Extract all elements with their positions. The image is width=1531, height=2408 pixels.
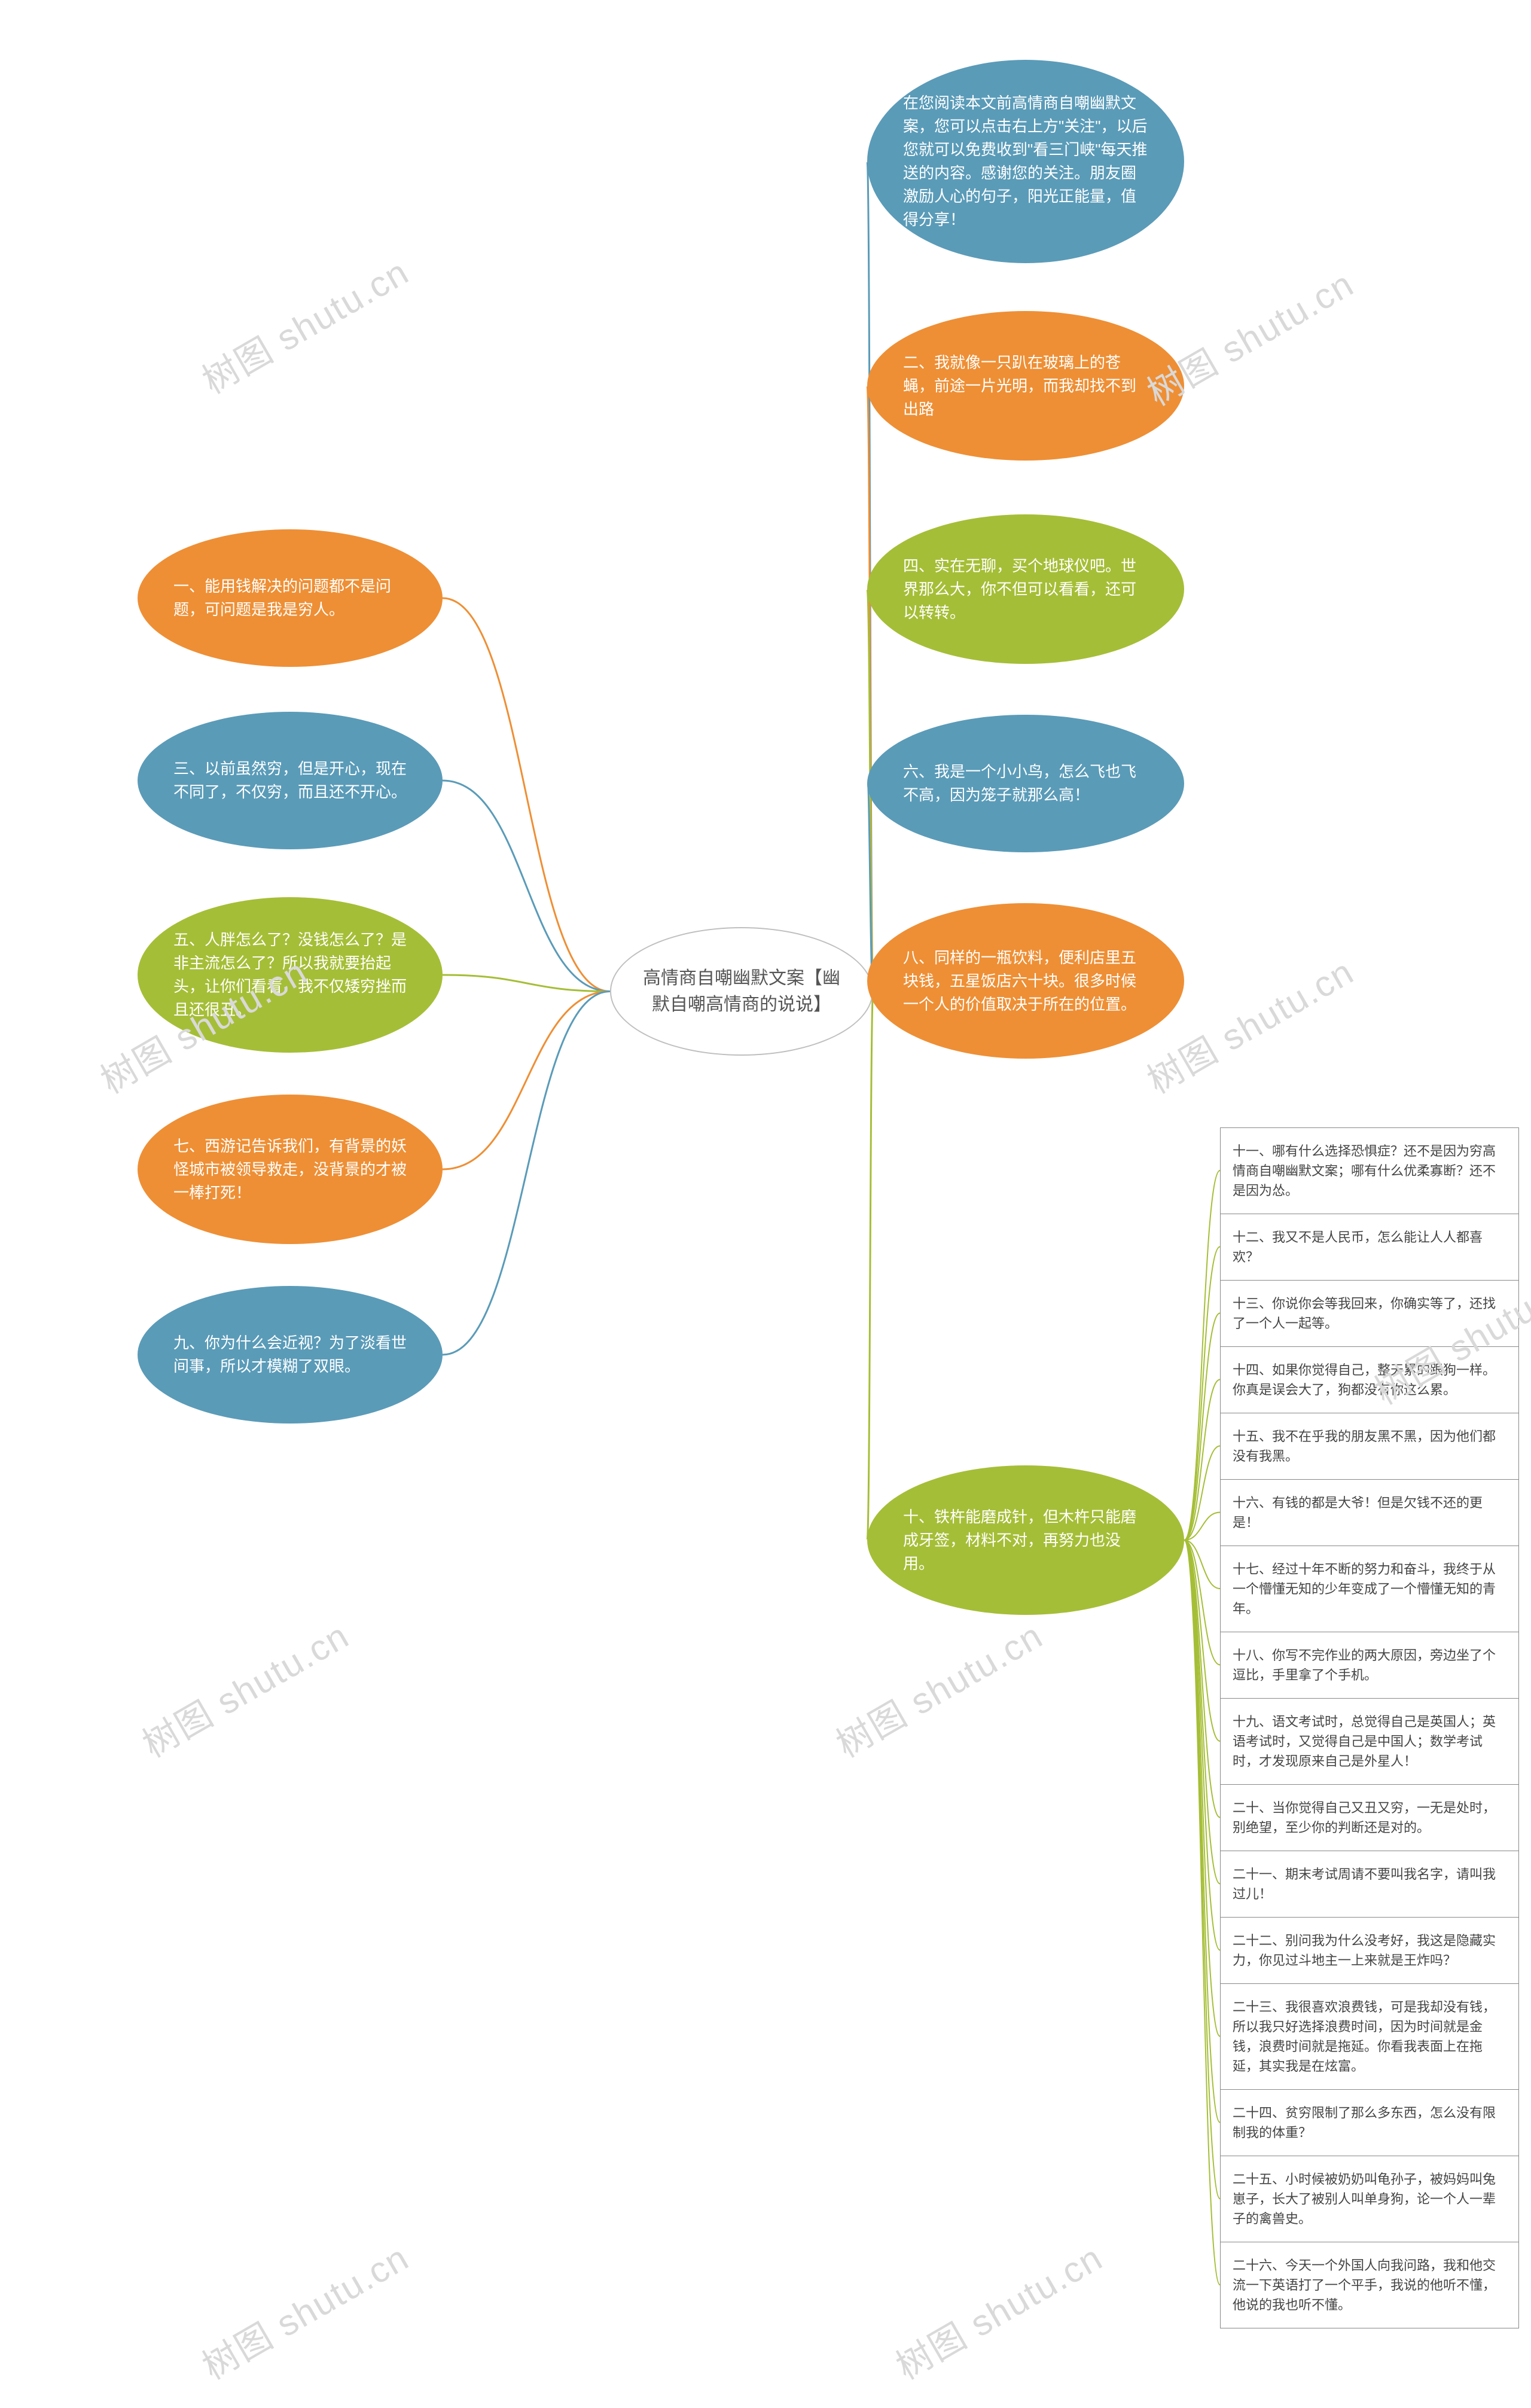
right-node-text-R0: 在您阅读本文前高情商自嘲幽默文案，您可以点击右上方"关注"，以后您就可以免费收到… — [903, 92, 1148, 231]
detail-list-item: 十八、你写不完作业的两大原因，旁边坐了个逗比，手里拿了个手机。 — [1221, 1632, 1518, 1699]
detail-list-item: 二十六、今天一个外国人向我问路，我和他交流一下英语打了一个平手，我说的他听不懂，… — [1221, 2242, 1518, 2328]
diagram-canvas: 高情商自嘲幽默文案【幽默自嘲高情商的说说】 十一、哪有什么选择恐惧症？还不是因为… — [0, 0, 1531, 2408]
left-node-text-L9: 九、你为什么会近视？为了淡看世间事，所以才模糊了双眼。 — [173, 1331, 407, 1378]
right-node-text-R2: 二、我就像一只趴在玻璃上的苍蝇，前途一片光明，而我却找不到出路 — [903, 351, 1148, 421]
left-node-text-L3: 三、以前虽然穷，但是开心，现在不同了，不仅穷，而且还不开心。 — [173, 757, 407, 804]
detail-list-item: 十五、我不在乎我的朋友黑不黑，因为他们都没有我黑。 — [1221, 1413, 1518, 1480]
watermark: 树图 shutu.cn — [885, 2229, 1111, 2389]
watermark: 树图 shutu.cn — [825, 1607, 1051, 1767]
detail-list-item: 二十二、别问我为什么没考好，我这是隐藏实力，你见过斗地主一上来就是王炸吗？ — [1221, 1918, 1518, 1984]
detail-list-item: 十二、我又不是人民币，怎么能让人人都喜欢？ — [1221, 1214, 1518, 1281]
detail-list-item: 十七、经过十年不断的努力和奋斗，我终于从一个懵懂无知的少年变成了一个懵懂无知的青… — [1221, 1546, 1518, 1632]
right-node-text-R4: 四、实在无聊，买个地球仪吧。世界那么大，你不但可以看看，还可以转转。 — [903, 554, 1148, 624]
right-node-R10: 十、铁杵能磨成针，但木杵只能磨成牙签，材料不对，再努力也没用。 — [867, 1465, 1184, 1615]
detail-list-item: 十六、有钱的都是大爷！但是欠钱不还的更是！ — [1221, 1480, 1518, 1546]
right-node-R0: 在您阅读本文前高情商自嘲幽默文案，您可以点击右上方"关注"，以后您就可以免费收到… — [867, 60, 1184, 263]
detail-list-item: 十四、如果你觉得自己，整天累的跟狗一样。你真是误会大了，狗都没有你这么累。 — [1221, 1347, 1518, 1413]
right-node-R2: 二、我就像一只趴在玻璃上的苍蝇，前途一片光明，而我却找不到出路 — [867, 311, 1184, 461]
right-node-text-R10: 十、铁杵能磨成针，但木杵只能磨成牙签，材料不对，再努力也没用。 — [903, 1505, 1148, 1575]
left-node-L7: 七、西游记告诉我们，有背景的妖怪城市被领导救走，没背景的才被一棒打死！ — [138, 1095, 443, 1244]
left-node-L5: 五、人胖怎么了？没钱怎么了？是非主流怎么了？所以我就要抬起头，让你们看看，我不仅… — [138, 897, 443, 1053]
detail-list-item: 十一、哪有什么选择恐惧症？还不是因为穷高情商自嘲幽默文案；哪有什么优柔寡断？还不… — [1221, 1128, 1518, 1214]
detail-list-item: 二十、当你觉得自己又丑又穷，一无是处时，别绝望，至少你的判断还是对的。 — [1221, 1785, 1518, 1851]
right-node-text-R6: 六、我是一个小小鸟，怎么飞也飞不高，因为笼子就那么高！ — [903, 760, 1148, 807]
detail-list-item: 十九、语文考试时，总觉得自己是英国人；英语考试时，又觉得自己是中国人；数学考试时… — [1221, 1699, 1518, 1785]
detail-list-item: 二十三、我很喜欢浪费钱，可是我却没有钱，所以我只好选择浪费时间，因为时间就是金钱… — [1221, 1984, 1518, 2090]
left-node-L9: 九、你为什么会近视？为了淡看世间事，所以才模糊了双眼。 — [138, 1286, 443, 1424]
right-node-R6: 六、我是一个小小鸟，怎么飞也飞不高，因为笼子就那么高！ — [867, 715, 1184, 852]
detail-list-item: 二十四、贫穷限制了那么多东西，怎么没有限制我的体重？ — [1221, 2090, 1518, 2156]
detail-list: 十一、哪有什么选择恐惧症？还不是因为穷高情商自嘲幽默文案；哪有什么优柔寡断？还不… — [1220, 1127, 1519, 2328]
left-node-L3: 三、以前虽然穷，但是开心，现在不同了，不仅穷，而且还不开心。 — [138, 712, 443, 849]
right-node-text-R8: 八、同样的一瓶饮料，便利店里五块钱，五星饭店六十块。很多时候一个人的价值取决于所… — [903, 946, 1148, 1016]
right-node-R4: 四、实在无聊，买个地球仪吧。世界那么大，你不但可以看看，还可以转转。 — [867, 514, 1184, 664]
center-node: 高情商自嘲幽默文案【幽默自嘲高情商的说说】 — [610, 927, 873, 1056]
left-node-text-L5: 五、人胖怎么了？没钱怎么了？是非主流怎么了？所以我就要抬起头，让你们看看，我不仅… — [173, 928, 407, 1022]
detail-list-item: 十三、你说你会等我回来，你确实等了，还找了一个人一起等。 — [1221, 1281, 1518, 1347]
right-node-R8: 八、同样的一瓶饮料，便利店里五块钱，五星饭店六十块。很多时候一个人的价值取决于所… — [867, 903, 1184, 1059]
detail-list-item: 二十一、期末考试周请不要叫我名字，请叫我过儿！ — [1221, 1851, 1518, 1918]
left-node-text-L7: 七、西游记告诉我们，有背景的妖怪城市被领导救走，没背景的才被一棒打死！ — [173, 1135, 407, 1205]
watermark: 树图 shutu.cn — [132, 1607, 357, 1767]
watermark: 树图 shutu.cn — [191, 2229, 417, 2389]
watermark: 树图 shutu.cn — [191, 243, 417, 404]
left-node-L1: 一、能用钱解决的问题都不是问题，可问题是我是穷人。 — [138, 529, 443, 667]
left-node-text-L1: 一、能用钱解决的问题都不是问题，可问题是我是穷人。 — [173, 575, 407, 621]
detail-list-item: 二十五、小时候被奶奶叫龟孙子，被妈妈叫兔崽子，长大了被别人叫单身狗，论一个人一辈… — [1221, 2156, 1518, 2242]
center-node-text: 高情商自嘲幽默文案【幽默自嘲高情商的说说】 — [641, 965, 842, 1017]
